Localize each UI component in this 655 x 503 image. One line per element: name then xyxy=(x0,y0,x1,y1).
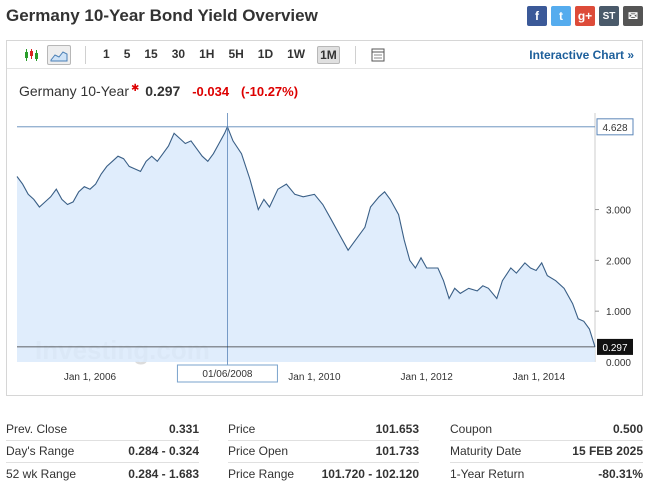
max-marker-label: 4.628 xyxy=(602,123,627,134)
stats-row: 52 wk Range 0.284 - 1.683 xyxy=(6,463,199,486)
chart-toolbar: 1 5 15 30 1H 5H 1D 1W 1M Interactive Chart » xyxy=(7,41,642,69)
stat-value: 101.733 xyxy=(375,444,419,459)
yield-chart[interactable]: Investing.com1.0002.0003.0000.0004.6280.… xyxy=(7,69,642,395)
stat-label: 52 wk Range xyxy=(6,467,77,482)
chart-panel: 1 5 15 30 1H 5H 1D 1W 1M Interactive Chart » Ger… xyxy=(6,40,643,396)
stats-row: Price Open 101.733 xyxy=(228,441,419,463)
table-view-icon[interactable] xyxy=(366,45,390,65)
series-area xyxy=(17,126,595,362)
stats-row: Day's Range 0.284 - 0.324 xyxy=(6,441,199,463)
stat-value: 101.653 xyxy=(375,421,419,436)
x-tick-label: Jan 1, 2014 xyxy=(513,372,566,383)
stat-value: 0.500 xyxy=(612,421,643,436)
crosshair-date-label: 01/06/2008 xyxy=(202,369,252,380)
timeframe-1h[interactable]: 1H xyxy=(199,46,215,61)
x-tick-label: Jan 1, 2006 xyxy=(64,372,117,383)
last-marker-box xyxy=(597,338,633,355)
x-tick-label: Jan 1, 2010 xyxy=(288,372,341,383)
stat-value: 0.284 - 0.324 xyxy=(128,444,199,459)
last-marker-label: 0.297 xyxy=(602,343,627,354)
timeframe-1d[interactable]: 1D xyxy=(257,46,274,61)
price-change-percent: (-10.27%) xyxy=(240,84,299,99)
stocktwits-icon[interactable]: ST xyxy=(599,6,619,26)
y-zero-label: 0.000 xyxy=(606,358,631,369)
price-change: -0.034 xyxy=(192,84,230,99)
share-bar: f t g+ ST ✉ xyxy=(527,6,643,26)
y-tick-label: 1.000 xyxy=(606,307,631,318)
stats-row: 1-Year Return -80.31% xyxy=(450,463,643,486)
facebook-icon[interactable]: f xyxy=(527,6,547,26)
stat-value: 0.284 - 1.683 xyxy=(128,467,199,482)
stats-column: Prev. Close 0.331 Day's Range 0.284 - 0.324… xyxy=(6,418,199,486)
twitter-icon[interactable]: t xyxy=(551,6,571,26)
timeframe-selector: 1 5 15 30 1H 5H 1D 1W 1M xyxy=(96,45,345,64)
stat-value: 101.720 - 102.120 xyxy=(321,467,419,482)
stat-label: Day's Range xyxy=(6,444,75,459)
interactive-chart-link[interactable]: Interactive Chart » xyxy=(529,48,634,62)
stats-row: Maturity Date 15 FEB 2025 xyxy=(450,441,643,463)
max-marker-box xyxy=(596,118,634,136)
stats-column: Coupon 0.500 Maturity Date 15 FEB 2025 1-Yea… xyxy=(450,418,643,486)
timeframe-1[interactable]: 1 xyxy=(103,46,110,61)
stats-row: Coupon 0.500 xyxy=(450,418,643,441)
y-tick-label: 2.000 xyxy=(606,256,631,267)
stat-value: 15 FEB 2025 xyxy=(572,444,643,459)
stat-label: Price xyxy=(228,421,256,436)
y-tick-label: 3.000 xyxy=(606,206,631,217)
stat-value: 0.331 xyxy=(168,421,199,436)
google-plus-icon[interactable]: g+ xyxy=(575,6,595,26)
stat-label: Price Range xyxy=(228,467,295,482)
stats-row: Price Range 101.720 - 102.120 xyxy=(228,463,419,486)
timeframe-1m[interactable]: 1M xyxy=(317,45,340,64)
crosshair-date-box xyxy=(176,364,278,383)
page-title: Germany 10-Year Bond Yield Overview xyxy=(6,6,318,25)
stat-label: Prev. Close xyxy=(6,421,68,436)
stat-label: 1-Year Return xyxy=(450,467,525,482)
last-price: 0.297 xyxy=(145,83,181,99)
instrument-name: Germany 10-Year xyxy=(19,83,129,99)
timeframe-1w[interactable]: 1W xyxy=(287,46,306,61)
quote-header: Germany 10-Year ✱ 0.297 -0.034 (-10.27%) xyxy=(19,83,298,99)
stat-label: Maturity Date xyxy=(450,444,522,459)
timeframe-30[interactable]: 30 xyxy=(171,46,186,61)
stats-row: Prev. Close 0.331 xyxy=(6,418,199,441)
timeframe-5[interactable]: 5 xyxy=(123,46,131,61)
star-icon: ✱ xyxy=(130,83,140,94)
area-chart-icon[interactable] xyxy=(47,44,71,65)
timeframe-15[interactable]: 15 xyxy=(144,46,158,61)
stats-row: Price 101.653 xyxy=(228,418,419,441)
stat-label: Price Open xyxy=(228,444,289,459)
x-tick-label: Jan 1, 2012 xyxy=(401,372,454,383)
stat-value: -80.31% xyxy=(598,467,643,482)
series-line xyxy=(16,125,596,348)
candlestick-icon[interactable] xyxy=(19,45,43,65)
timeframe-5h[interactable]: 5H xyxy=(228,46,244,61)
stats-column: Price 101.653 Price Open 101.733 Price Range… xyxy=(228,418,419,486)
email-icon[interactable]: ✉ xyxy=(623,6,643,26)
stat-label: Coupon xyxy=(450,421,493,436)
